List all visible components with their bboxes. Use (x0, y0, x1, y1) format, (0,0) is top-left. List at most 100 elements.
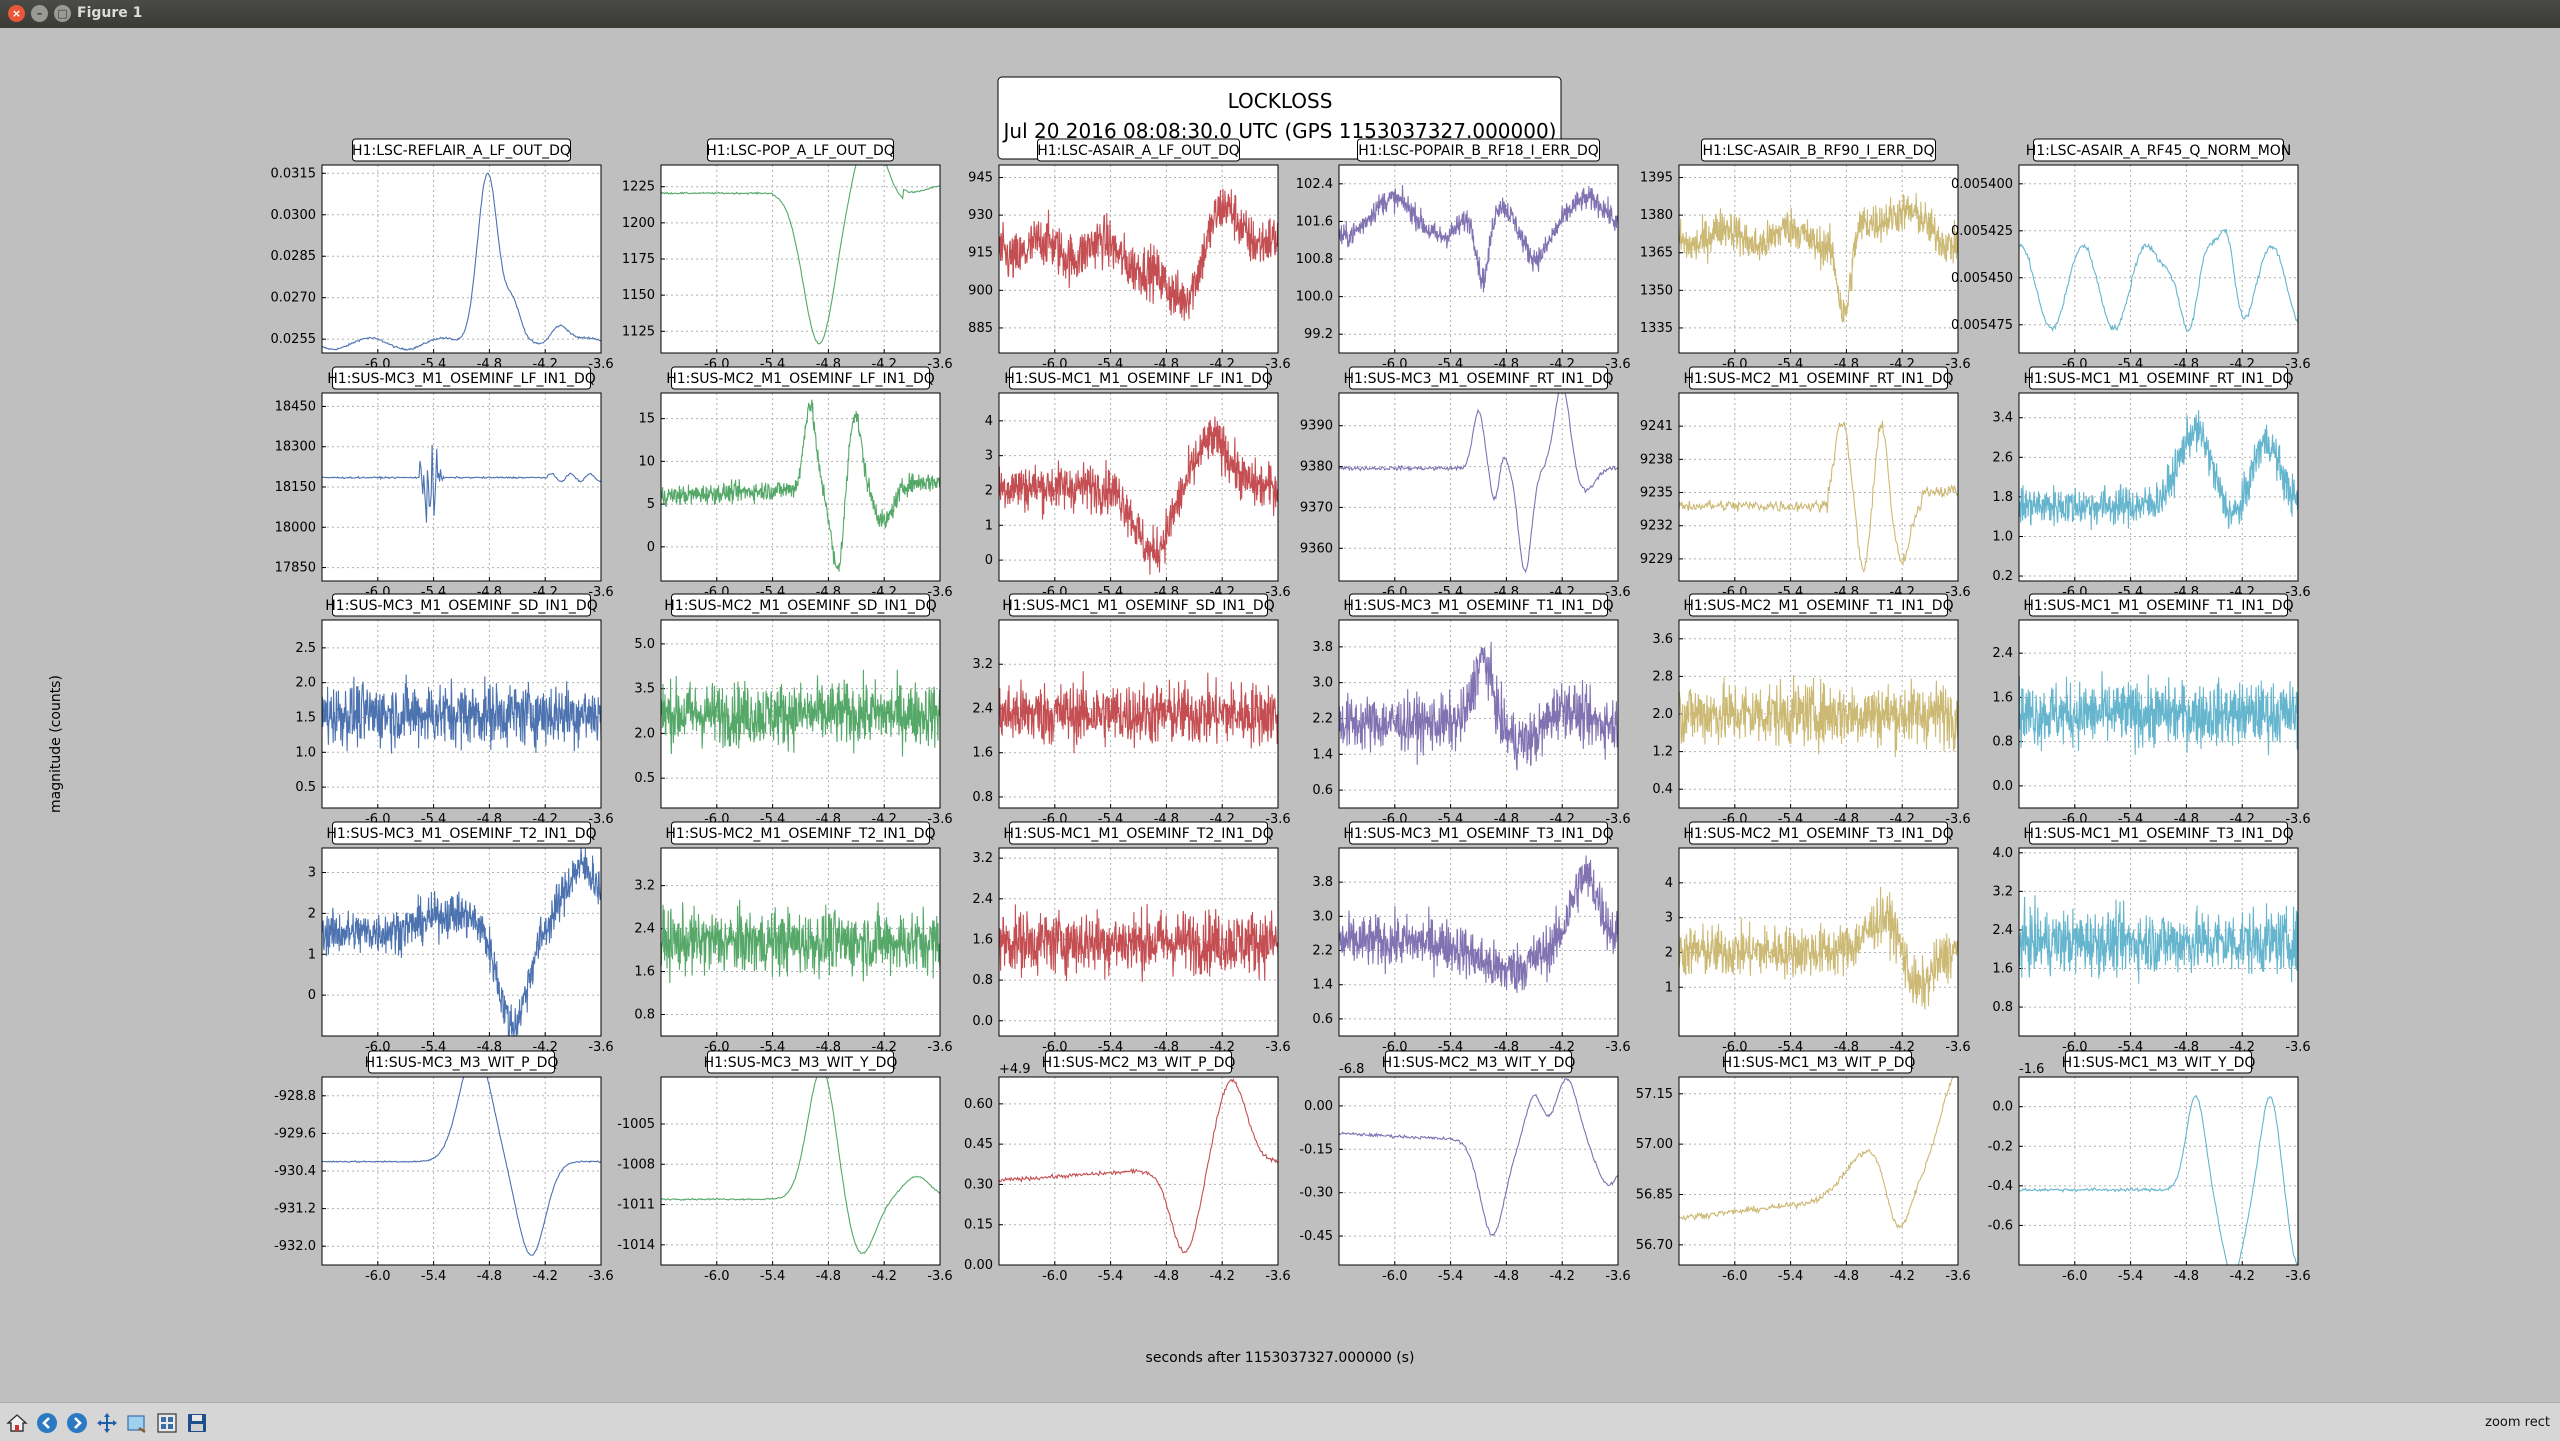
axes-background (2019, 165, 2298, 353)
axes-background (322, 165, 601, 353)
pan-button[interactable] (94, 1410, 120, 1436)
y-tick-label: 0.60 (964, 1097, 993, 1112)
subplot-title: H1:SUS-MC1_M1_OSEMINF_T3_IN1_DQ (2023, 826, 2293, 842)
subplot-12: -6.0 -5.4 -4.8 -4.2 -3.63.42.61.81.00.2H1:SU… (1992, 366, 2311, 600)
subplot-5: -6.0 -5.4 -4.8 -4.2 -3.613951380136513501335… (1640, 138, 1971, 372)
series-line (2018, 228, 2299, 332)
series-line (998, 416, 1279, 575)
subplot-title-box (1349, 366, 1608, 390)
navigation-toolbar: zoom rect (0, 1402, 2560, 1441)
x-tick-label: -3.6 (2285, 812, 2310, 827)
subplot-title: H1:LSC-POP_A_LF_OUT_DQ (706, 143, 895, 159)
x-tick-label: -5.4 (760, 1269, 785, 1284)
axes-frame (2018, 1076, 2299, 1266)
subplots-icon (157, 1413, 177, 1433)
y-tick-label: 1 (985, 518, 993, 533)
axes-frame (321, 847, 602, 1037)
x-tick-label: -3.6 (2285, 357, 2310, 372)
subplot-title-box (1037, 138, 1240, 162)
series-line (321, 444, 602, 523)
y-tick-label: 3.8 (1312, 640, 1333, 655)
x-tick-label: -3.6 (1605, 1040, 1630, 1055)
axes-frame (660, 1076, 941, 1266)
y-tick-label: 3.2 (972, 657, 993, 672)
subplot-title: H1:SUS-MC3_M1_OSEMINF_LF_IN1_DQ (327, 371, 596, 387)
y-tick-label: 1.6 (972, 932, 993, 947)
x-tick-label: -3.6 (927, 357, 952, 372)
close-button[interactable]: × (8, 5, 25, 22)
y-tick-label: 2 (1665, 945, 1673, 960)
y-tick-label: -1008 (617, 1157, 655, 1172)
axes-frame (2018, 847, 2299, 1037)
axis-offset-label: +4.9 (999, 1062, 1031, 1077)
series-line (660, 899, 941, 984)
x-tick-label: -3.6 (1265, 812, 1290, 827)
subplot-title-box (1701, 138, 1936, 162)
y-tick-label: 1.6 (1992, 962, 2013, 977)
y-tick-label: 18450 (275, 399, 316, 414)
y-tick-label: 0.6 (1312, 1012, 1333, 1027)
minimize-button[interactable]: – (31, 5, 48, 22)
axes-background (1339, 393, 1618, 581)
figure-canvas[interactable]: LOCKLOSS Jul 20 2016 08:08:30.0 UTC (GPS … (0, 28, 2560, 1402)
y-tick-label: 3 (1665, 911, 1673, 926)
y-tick-label: 18000 (275, 520, 316, 535)
y-tick-label: -931.2 (274, 1202, 316, 1217)
subplot-10: -6.0 -5.4 -4.8 -4.2 -3.69390938093709360H1:S… (1300, 366, 1631, 600)
back-button[interactable] (34, 1410, 60, 1436)
save-button[interactable] (184, 1410, 210, 1436)
y-tick-label: 9232 (1640, 519, 1673, 534)
x-tick-label: -3.6 (588, 357, 613, 372)
axes-frame (321, 392, 602, 582)
x-tick-label: -6.0 (365, 1269, 390, 1284)
x-tick-label: -3.6 (1605, 812, 1630, 827)
y-tick-label: 0.8 (634, 1008, 655, 1023)
y-tick-label: 1.0 (295, 745, 316, 760)
y-tick-label: 9360 (1300, 541, 1333, 556)
y-tick-label: 18150 (275, 480, 316, 495)
x-tick-label: -4.2 (533, 1269, 558, 1284)
subplot-18: -6.0 -5.4 -4.8 -4.2 -3.62.41.60.80.0H1:SUS-M… (1992, 593, 2311, 827)
subplot-9: -6.0 -5.4 -4.8 -4.2 -3.643210H1:SUS-MC1_M1_O… (985, 366, 1291, 600)
axes-frame (321, 1076, 602, 1266)
x-tick-label: -3.6 (1265, 585, 1290, 600)
subplot-title: H1:SUS-MC3_M3_WIT_P_DQ (365, 1055, 559, 1071)
series-line (660, 669, 941, 757)
maximize-button[interactable]: □ (54, 5, 71, 22)
y-tick-label: 0.8 (972, 973, 993, 988)
series-line (1678, 886, 1959, 1010)
zoom-button[interactable] (124, 1410, 150, 1436)
subplot-26: -6.0 -5.4 -4.8 -4.2 -3.6 -1005 -1008 -1011 -1014… (617, 1050, 953, 1284)
y-tick-label: -932.0 (274, 1239, 316, 1254)
series-line (321, 674, 602, 754)
axes-frame (998, 847, 1279, 1037)
y-tick-label: 3 (308, 866, 316, 881)
axes-frame (660, 847, 941, 1037)
y-tick-label: 0.0285 (271, 249, 317, 264)
subplot-27: -6.0 -5.4 -4.8 -4.2 -3.6 0.60 0.45 0.30 0.15 0.00… (964, 1050, 1291, 1284)
zoom-rect-icon (127, 1415, 146, 1433)
subplot-title-box (1689, 821, 1948, 845)
series-line (660, 1076, 941, 1255)
axes-frame (660, 619, 941, 809)
y-tick-label: 915 (968, 246, 993, 261)
y-tick-label: 930 (968, 208, 993, 223)
axes-frame (1338, 847, 1619, 1037)
x-tick-label: -3.6 (1265, 357, 1290, 372)
axes-frame (1678, 1076, 1959, 1266)
home-button[interactable] (4, 1410, 30, 1436)
x-tick-label: -6.0 (704, 1269, 729, 1284)
x-tick-label: -6.0 (1722, 1269, 1747, 1284)
suptitle-line1: LOCKLOSS (1228, 89, 1333, 113)
y-tick-label: 1.4 (1312, 978, 1333, 993)
subplot-29: -6.0 -5.4 -4.8 -4.2 -3.6 57.15 57.00 56.85 56.70… (1636, 1050, 1971, 1284)
subplot-title: H1:SUS-MC2_M1_OSEMINF_LF_IN1_DQ (666, 371, 935, 387)
y-tick-label: 2 (308, 906, 316, 921)
subplot-title-box (671, 821, 930, 845)
forward-button[interactable] (64, 1410, 90, 1436)
subplots-button[interactable] (154, 1410, 180, 1436)
subplot-title: H1:SUS-MC1_M1_OSEMINF_RT_IN1_DQ (2023, 371, 2293, 387)
axes-frame (321, 619, 602, 809)
axes-background (2019, 393, 2298, 581)
x-tick-label: -3.6 (1605, 357, 1630, 372)
